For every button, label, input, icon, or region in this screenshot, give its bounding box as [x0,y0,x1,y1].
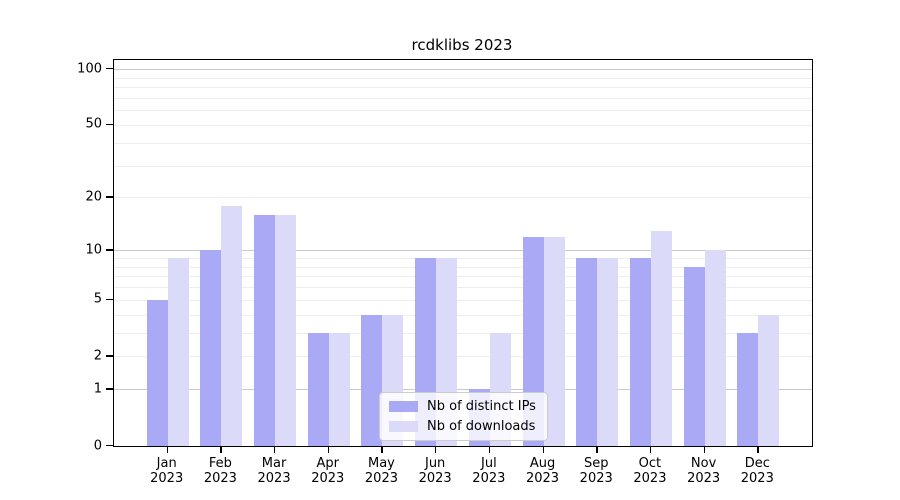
x-tick-may [381,446,383,453]
minor-gridline-70 [114,97,812,99]
legend-item-distinct-ips: Nb of distinct IPs [389,399,536,414]
minor-gridline-50 [114,124,812,126]
legend-swatch-distinct-ips [389,401,418,412]
x-tick-label-feb: Feb 2023 [203,456,237,487]
y-tick-5 [106,298,113,300]
bar-dec-downloads [758,314,780,446]
y-tick-label-5: 5 [93,291,102,307]
y-tick-label-0: 0 [93,438,102,453]
bar-apr-downloads [328,332,350,446]
x-tick-apr [327,446,330,453]
bar-feb-distinct-ips [200,250,222,446]
x-tick-label-jul: Jul 2023 [472,456,506,487]
minor-gridline-9 [114,257,812,259]
legend-item-downloads: Nb of downloads [389,419,536,434]
x-tick-mar [274,446,276,453]
y-tick-100 [106,68,113,70]
y-tick-50 [106,123,113,126]
x-tick-jan [166,446,168,453]
legend-label-downloads: Nb of downloads [427,419,536,434]
bar-jan-downloads [167,258,189,446]
x-tick-jul [488,446,491,453]
minor-gridline-7 [114,276,812,278]
bar-sep-distinct-ips [576,258,598,446]
x-tick-label-sep: Sep 2023 [579,456,613,487]
x-tick-oct [649,446,652,453]
minor-gridline-5 [114,299,812,301]
legend: Nb of distinct IPs Nb of downloads [379,392,548,441]
x-tick-label-jun: Jun 2023 [418,456,452,487]
bar-sep-downloads [597,258,619,446]
minor-gridline-6 [114,287,812,289]
x-tick-label-may: May 2023 [364,456,398,487]
x-tick-aug [542,446,544,453]
y-tick-20 [106,196,113,198]
minor-gridline-2 [114,356,812,358]
minor-gridline-60 [114,110,812,112]
major-gridline-100 [114,69,812,71]
y-tick-label-100: 100 [77,61,102,77]
y-tick-2 [106,355,113,357]
x-tick-label-oct: Oct 2023 [633,456,667,487]
x-tick-label-apr: Apr 2023 [311,456,345,487]
x-tick-label-aug: Aug 2023 [525,456,560,487]
minor-gridline-30 [114,165,812,167]
y-tick-label-1: 1 [93,381,102,397]
y-tick-10 [106,249,113,251]
y-tick-label-20: 20 [85,189,102,205]
bar-mar-downloads [275,214,297,446]
bar-mar-distinct-ips [254,214,276,446]
x-tick-label-nov: Nov 2023 [687,456,721,487]
plot-area: Nb of distinct IPs Nb of downloads [113,59,813,447]
bar-feb-downloads [221,205,243,446]
bar-jan-distinct-ips [146,299,168,446]
y-tick-label-50: 50 [85,116,102,132]
y-tick-0 [106,445,113,447]
minor-gridline-90 [114,77,812,79]
minor-gridline-80 [114,87,812,89]
x-tick-sep [596,446,598,453]
bar-apr-distinct-ips [307,332,329,446]
minor-gridline-3 [114,332,812,334]
legend-swatch-downloads [389,421,418,432]
major-gridline-10 [114,250,812,252]
bar-may-distinct-ips [361,314,383,446]
minor-gridline-20 [114,197,812,199]
x-tick-label-dec: Dec 2023 [740,456,774,487]
x-tick-dec [757,446,759,453]
bar-dec-distinct-ips [737,332,759,446]
major-gridline-1 [114,389,812,391]
x-tick-jun [435,446,437,453]
y-tick-label-2: 2 [93,348,102,364]
x-tick-label-mar: Mar 2023 [257,456,291,487]
minor-gridline-4 [114,314,812,316]
legend-label-distinct-ips: Nb of distinct IPs [427,399,536,414]
y-tick-1 [106,388,113,390]
minor-gridline-8 [114,266,812,268]
bar-nov-downloads [704,250,726,446]
y-tick-label-10: 10 [85,242,102,258]
bar-oct-downloads [650,230,672,446]
bar-aug-downloads [543,236,565,446]
bar-oct-distinct-ips [629,258,651,446]
x-tick-nov [703,446,705,453]
chart-title: rcdklibs 2023 [411,36,513,54]
minor-gridline-40 [114,142,812,144]
bar-nov-distinct-ips [683,266,705,446]
x-tick-label-jan: Jan 2023 [150,456,184,487]
x-tick-feb [220,446,222,453]
